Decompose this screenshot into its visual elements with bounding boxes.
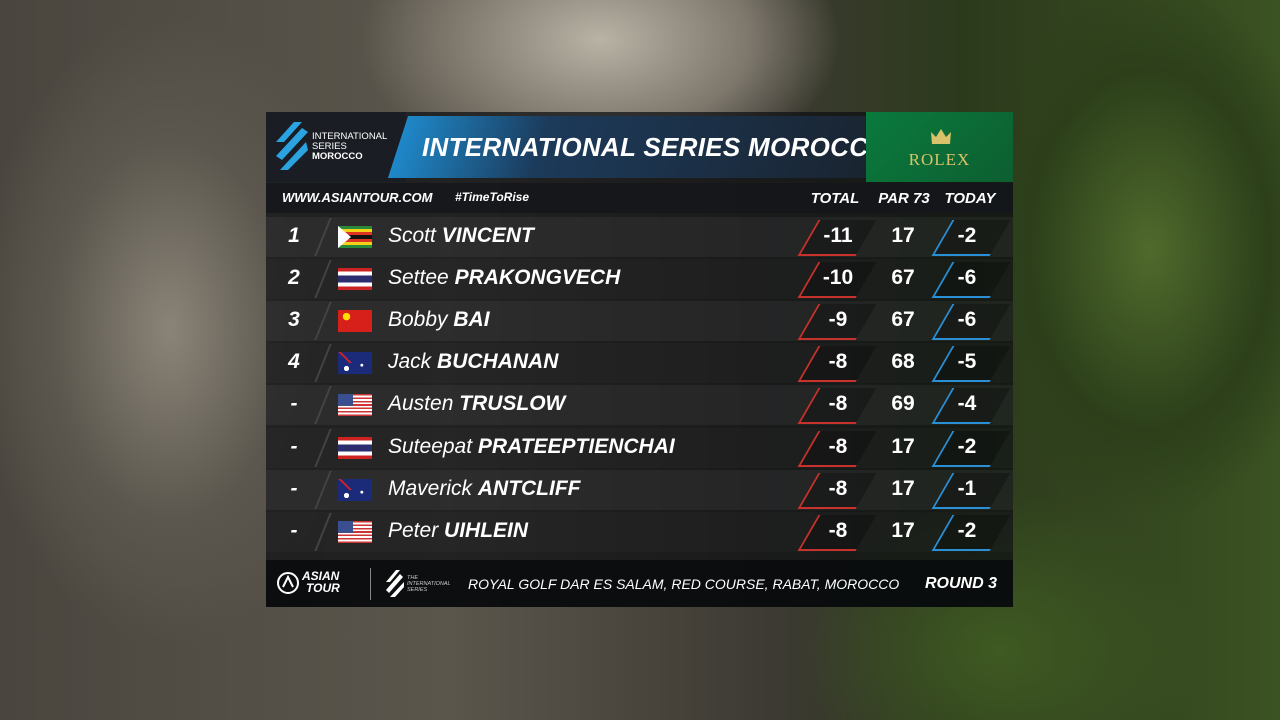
logo-text: TOUR	[306, 581, 340, 595]
first-name: Scott	[388, 224, 436, 247]
last-name: VINCENT	[441, 224, 534, 247]
position: 4	[288, 350, 300, 374]
total: -8	[828, 476, 848, 500]
row-background	[266, 217, 1013, 257]
sponsor-box	[866, 112, 1013, 182]
first-name: Peter	[388, 518, 439, 542]
first-name: Austen	[388, 392, 454, 416]
logo-text: MOROCCO	[312, 151, 363, 162]
today: -2	[957, 224, 977, 247]
today: -4	[957, 392, 977, 416]
first-name: Suteepat	[388, 434, 473, 458]
player-name: Scott VINCENT	[388, 224, 534, 248]
position: 1	[288, 224, 300, 247]
subheader	[266, 183, 1013, 213]
player-name: Austen TRUSLOW	[388, 392, 565, 416]
first-name: Jack	[388, 350, 432, 374]
today: -6	[957, 266, 977, 290]
player-name: Peter UIHLEIN	[388, 519, 528, 543]
logo-text: THE	[407, 575, 418, 581]
round-score: 17	[891, 434, 915, 458]
hashtag: #TimeToRise	[455, 190, 530, 204]
column-header: TODAY	[944, 190, 996, 207]
total: -8	[828, 518, 848, 542]
flag	[338, 436, 372, 459]
flag-triangle	[338, 226, 351, 248]
footer	[266, 560, 1013, 607]
round-score: 67	[891, 308, 915, 332]
player-name: Maverick ANTCLIFF	[388, 477, 581, 501]
website: WWW.ASIANTOUR.COM	[282, 190, 433, 205]
logo-text: INTERNATIONAL	[407, 581, 451, 587]
flag	[338, 478, 372, 501]
round-score: 17	[891, 224, 915, 247]
today: -2	[957, 434, 977, 458]
last-name: BUCHANAN	[437, 350, 559, 374]
player-name: Jack BUCHANAN	[388, 350, 558, 374]
series-logo-mark	[276, 122, 308, 170]
last-name: PRATEEPTIENCHAI	[477, 434, 675, 458]
round-score: 17	[891, 476, 915, 500]
position: -	[290, 434, 298, 458]
first-name: Settee	[388, 266, 449, 290]
total: -8	[828, 434, 848, 458]
row-background	[266, 301, 1013, 342]
position: 2	[288, 266, 300, 290]
logo-text: SERIES	[312, 141, 347, 152]
row-background	[266, 469, 1013, 510]
total: -11	[823, 224, 853, 247]
flag	[338, 520, 372, 543]
round-score: 17	[891, 518, 915, 542]
position: -	[290, 392, 298, 416]
flag	[338, 310, 372, 333]
total: -8	[828, 350, 848, 374]
total: -9	[828, 308, 848, 332]
player-name: Settee PRAKONGVECH	[388, 266, 620, 290]
round-score: 67	[891, 266, 915, 290]
divider	[370, 568, 371, 600]
flag	[338, 268, 372, 291]
today: -1	[957, 476, 977, 500]
column-header: PAR 73	[878, 190, 930, 207]
venue: ROYAL GOLF DAR ES SALAM, RED COURSE, RAB…	[468, 576, 900, 592]
round: ROUND 3	[925, 575, 998, 592]
round-score: 68	[891, 350, 915, 374]
last-name: UIHLEIN	[444, 518, 529, 542]
position: -	[290, 476, 298, 500]
total: -10	[822, 266, 854, 290]
sponsor: ROLEX	[908, 150, 971, 169]
position: 3	[288, 308, 300, 332]
first-name: Maverick	[388, 476, 473, 500]
player-name: Suteepat PRATEEPTIENCHAI	[388, 435, 675, 459]
today: -6	[957, 308, 977, 332]
series-logo: THE INTERNATIONAL SERIES	[407, 575, 451, 593]
last-name: TRUSLOW	[459, 392, 566, 416]
logo-text: SERIES	[407, 587, 428, 593]
series-logo-mark	[386, 570, 404, 597]
flag	[338, 394, 372, 417]
asian-tour-icon	[277, 572, 299, 594]
asian-tour-logo: ASIAN TOUR	[302, 570, 340, 594]
logo-text: INTERNATIONAL	[312, 131, 388, 142]
title: INTERNATIONAL SERIES MOROCCO	[422, 132, 889, 162]
column-header: TOTAL	[810, 190, 860, 207]
last-name: PRAKONGVECH	[454, 266, 621, 290]
row-background	[266, 385, 1013, 426]
flag	[338, 352, 372, 375]
position: -	[290, 518, 298, 542]
logo-text: ASIAN	[302, 569, 340, 583]
player-name: Bobby BAI	[388, 308, 490, 332]
last-name: ANTCLIFF	[477, 476, 581, 500]
today: -5	[957, 350, 977, 374]
last-name: BAI	[453, 308, 490, 332]
round-score: 69	[891, 392, 915, 416]
today: -2	[957, 518, 977, 542]
total: -8	[828, 392, 848, 416]
first-name: Bobby	[388, 308, 448, 332]
crown-icon	[931, 129, 951, 144]
